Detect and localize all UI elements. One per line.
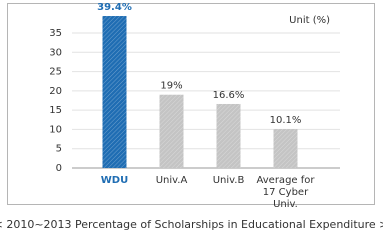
x-tick-label: WDU bbox=[100, 175, 129, 186]
y-tick-label: 0 bbox=[56, 163, 62, 174]
x-tick-label: Univ.A bbox=[155, 175, 188, 186]
bar bbox=[273, 129, 298, 168]
unit-label: Unit (%) bbox=[289, 15, 330, 26]
x-tick-label: Average for 17 Cyber Univ. bbox=[256, 175, 315, 210]
x-tick-label: Univ.B bbox=[212, 175, 245, 186]
bar bbox=[102, 16, 127, 169]
y-tick-label: 15 bbox=[49, 105, 62, 116]
value-label: 16.6% bbox=[213, 90, 245, 101]
caption: < 2010~2013 Percentage of Scholarships i… bbox=[0, 218, 383, 231]
chart-frame bbox=[7, 3, 375, 205]
y-tick-label: 5 bbox=[56, 144, 62, 155]
y-tick-label: 10 bbox=[49, 124, 62, 135]
y-tick-label: 35 bbox=[49, 28, 62, 39]
bar bbox=[216, 103, 241, 168]
value-label: 10.1% bbox=[270, 115, 302, 126]
y-tick-label: 30 bbox=[49, 47, 62, 58]
value-label: 19% bbox=[160, 81, 182, 92]
y-tick-label: 25 bbox=[49, 67, 62, 78]
y-tick-label: 20 bbox=[49, 86, 62, 97]
value-label: 39.4% bbox=[97, 2, 132, 13]
bar bbox=[159, 94, 184, 168]
